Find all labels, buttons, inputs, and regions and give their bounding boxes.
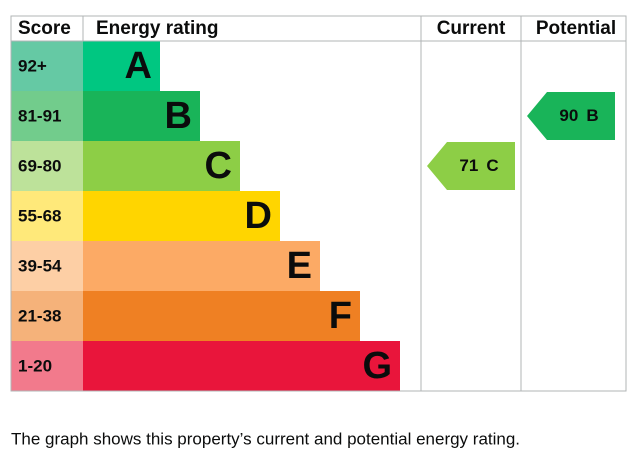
header-current: Current: [437, 18, 506, 39]
header-rating: Energy rating: [96, 18, 218, 39]
table-grid: [10, 15, 627, 392]
rating-bar: [83, 141, 240, 191]
score-label: 55-68: [18, 206, 61, 225]
potential-value: 90: [559, 106, 578, 125]
header-score: Score: [18, 18, 71, 39]
score-cell: [11, 91, 83, 141]
score-label: 21-38: [18, 306, 61, 325]
score-label: 39-54: [18, 256, 62, 275]
score-label: 92+: [18, 56, 47, 75]
rating-letter: A: [125, 45, 152, 87]
score-label: 81-91: [18, 106, 61, 125]
potential-arrow: [527, 92, 615, 140]
rating-bar: [83, 191, 280, 241]
rating-bar: [83, 291, 360, 341]
score-label: 69-80: [18, 156, 61, 175]
score-cell: [11, 141, 83, 191]
score-cell: [11, 191, 83, 241]
rating-letter: G: [362, 345, 392, 387]
current-value: 71: [459, 156, 478, 175]
rating-bar: [83, 341, 400, 391]
table-border: [10, 15, 627, 392]
rating-letter: E: [287, 245, 312, 287]
score-label: 1-20: [18, 356, 52, 375]
rating-letter: F: [329, 295, 352, 337]
caption: The graph shows this property’s current …: [11, 429, 520, 448]
current-label: 71 C: [459, 156, 498, 175]
score-cell: [11, 41, 83, 91]
rating-letter: C: [205, 145, 232, 187]
current-rating: C: [486, 156, 498, 175]
rating-bar: [83, 241, 320, 291]
rating-letter: B: [165, 95, 192, 137]
rating-bar: [83, 41, 160, 91]
rating-letter: D: [245, 195, 272, 237]
potential-label: 90 B: [559, 106, 598, 125]
score-cell: [11, 341, 83, 391]
score-cell: [11, 291, 83, 341]
potential-rating: B: [586, 106, 598, 125]
current-arrow: [427, 142, 515, 190]
rating-bar: [83, 91, 200, 141]
header-potential: Potential: [536, 18, 616, 39]
score-cell: [11, 241, 83, 291]
